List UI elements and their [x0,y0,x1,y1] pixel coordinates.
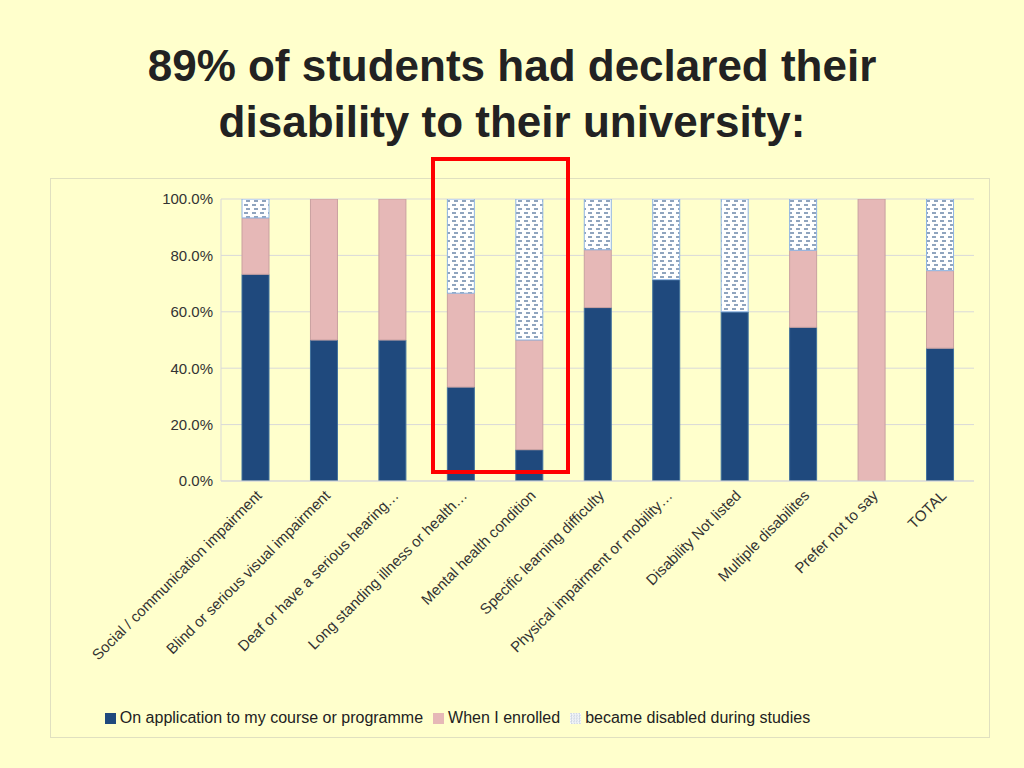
svg-text:100.0%: 100.0% [162,190,213,207]
svg-text:Disability Not listed: Disability Not listed [642,486,745,589]
html-text:became disabled during studies: became disabled during studies [585,709,811,726]
svg-text:Social / communication impairm: Social / communication impairment [88,486,265,664]
svg-text:Mental health condition: Mental health condition [418,487,539,608]
svg-text:Deaf or have a serious hearing: Deaf or have a serious hearing… [234,486,402,655]
svg-text:Prefer not to say: Prefer not to say [791,486,881,576]
svg-text:Multiple disabilites: Multiple disabilites [714,486,813,585]
svg-text:40.0%: 40.0% [170,360,213,377]
html-text:89% of students had declared t: 89% of students had declared their disab… [147,41,877,146]
svg-text:Physical impairment or mobilit: Physical impairment or mobility… [506,486,676,656]
html-text:On application to my course or: On application to my course or programme [119,709,424,726]
svg-text:Blind or serious visual impair: Blind or serious visual impairment [162,486,334,658]
svg-text:20.0%: 20.0% [170,416,213,433]
svg-text:Specific learning difficulty: Specific learning difficulty [476,486,607,617]
svg-text:Long standing illness or healt: Long standing illness or health… [304,486,471,653]
svg-text:0.0%: 0.0% [179,472,213,489]
html-text:When I enrolled: When I enrolled [448,709,561,726]
svg-text:80.0%: 80.0% [170,247,213,264]
svg-text:60.0%: 60.0% [170,303,213,320]
svg-text:TOTAL: TOTAL [904,487,949,532]
